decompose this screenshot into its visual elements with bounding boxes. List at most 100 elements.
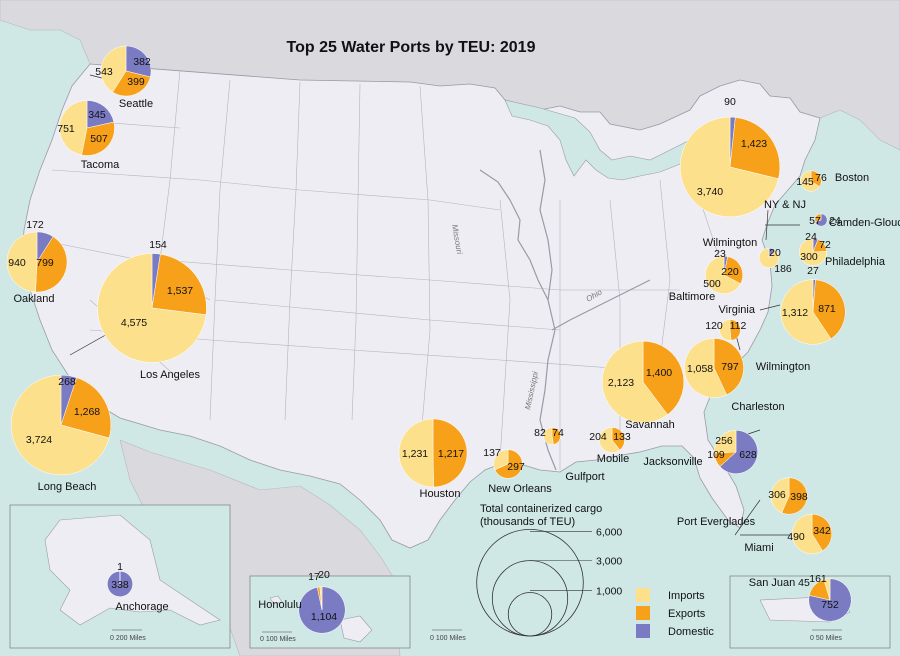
exports-slice — [432, 418, 468, 488]
port-pie-new-orleans: 137 297 New Orleans — [483, 447, 552, 495]
imports-value-label: 186 — [774, 263, 792, 275]
port-name-label: Philadelphia — [825, 256, 886, 268]
domestic-value-label: 90 — [724, 96, 736, 108]
mississippi-river — [539, 149, 557, 471]
domestic-swatch — [636, 624, 650, 638]
imports-slice — [714, 430, 737, 454]
imports-value-label: 2,123 — [608, 377, 634, 389]
port-pie-gulfport: 82 74 Gulfport — [534, 427, 604, 483]
exports-value-label: 133 — [613, 431, 631, 443]
domestic-value-label: 57 — [809, 215, 821, 227]
port-name-label: Charleston — [731, 401, 784, 413]
scale-alaska: 0 200 Miles — [110, 635, 146, 642]
color-legend: Imports Exports Domestic — [636, 588, 714, 638]
domestic-value-label: 172 — [26, 219, 44, 231]
imports-slice — [398, 418, 434, 488]
port-name-label: Wilmington — [756, 361, 810, 373]
domestic-value-label: 27 — [807, 265, 819, 277]
port-pie-savannah: 2,123 1,400 Savannah — [601, 340, 685, 431]
port-name-label: New Orleans — [488, 483, 552, 495]
domestic-slice — [719, 430, 758, 474]
port-name-label: San Juan — [749, 577, 795, 589]
domestic-value-label: 268 — [58, 376, 76, 388]
exports-value-label: 74 — [552, 427, 564, 439]
imports-value-label: 120 — [705, 320, 723, 332]
exports-swatch — [636, 606, 650, 620]
imports-slice — [780, 279, 832, 345]
port-name-label: Los Angeles — [140, 369, 200, 381]
missouri-river — [479, 169, 549, 301]
exports-slice — [810, 170, 822, 188]
port-pie-wilmington: 186 20 Wilmington — [703, 237, 792, 275]
exports-value-label: 1,537 — [167, 285, 193, 297]
exports-value-label: 1,423 — [741, 138, 767, 150]
size-legend-label: 1,000 — [596, 585, 622, 597]
port-name-label: Long Beach — [38, 481, 97, 493]
imports-slice — [319, 586, 323, 611]
size-legend-circle — [507, 592, 553, 637]
exports-value-label: 109 — [707, 449, 725, 461]
imports-slice — [791, 513, 823, 555]
imports-value-label: 1,231 — [402, 448, 428, 460]
exports-value-label: 220 — [721, 266, 739, 278]
imports-value-label: 137 — [483, 447, 501, 459]
port-pie-houston: 1,231 1,217 Houston — [398, 418, 468, 500]
exports-value-label: 1,268 — [74, 406, 100, 418]
exports-value-label: 799 — [36, 257, 54, 269]
port-name-label: Port Everglades — [677, 516, 756, 528]
port-name-label: Houston — [420, 488, 461, 500]
imports-slice — [59, 100, 88, 156]
exports-slice — [60, 377, 112, 439]
imports-value-label: 204 — [589, 431, 607, 443]
exports-slice — [112, 70, 151, 97]
us-land — [21, 63, 821, 549]
exports-slice — [713, 338, 744, 396]
port-name-label: Boston — [835, 172, 869, 184]
exports-slice — [151, 253, 207, 316]
imports-value-label: 145 — [796, 176, 814, 188]
imports-slice — [679, 116, 779, 218]
imports-slice — [799, 238, 827, 266]
ohio-river — [551, 279, 651, 331]
exports-value-label: 72 — [819, 239, 831, 251]
port-pie-anchorage: 1 338 Anchorage — [107, 561, 169, 613]
port-name-label: Wilmington — [703, 237, 757, 249]
imports-value-label: 306 — [768, 489, 786, 501]
exports-value-label: 797 — [721, 361, 739, 373]
imports-slice — [493, 449, 509, 471]
port-name-label: Honolulu — [258, 599, 301, 611]
port-pie-wilmington: 120 112 Wilmington — [705, 319, 810, 373]
port-pie-camden-gloucester: 24 57 Camden-Gloucester — [809, 213, 900, 229]
exports-value-label: 507 — [90, 133, 108, 145]
port-pie-jacksonville: 256 109 628 Jacksonville — [643, 430, 758, 474]
exports-value-label: 342 — [813, 525, 831, 537]
port-pie-mobile: 204 133 Mobile — [589, 427, 631, 465]
exports-slice — [781, 477, 808, 515]
imports-value-label: 4,575 — [121, 317, 147, 329]
domestic-value-label: 752 — [821, 599, 839, 611]
legend-imports: Imports — [668, 590, 705, 602]
legend-domestic: Domestic — [668, 626, 714, 638]
exports-value-label: 297 — [507, 461, 525, 473]
size-legend-label: 6,000 — [596, 526, 622, 538]
port-name-label: Camden-Gloucester — [829, 217, 900, 229]
port-name-label: Baltimore — [669, 291, 715, 303]
exports-value-label: 1 — [117, 561, 123, 573]
port-name-label: Oakland — [14, 293, 55, 305]
imports-value-label: 490 — [787, 531, 805, 543]
legend-exports: Exports — [668, 608, 706, 620]
port-pie-port-everglades: 306 398 Port Everglades — [677, 477, 808, 528]
port-pie-san-juan: 45 161 752 San Juan — [749, 573, 852, 622]
size-legend-title-1: Total containerized cargo — [480, 503, 602, 515]
exports-slice — [812, 279, 846, 340]
imports-value-label: 1,312 — [782, 307, 808, 319]
imports-slice — [823, 578, 831, 601]
imports-swatch — [636, 588, 650, 602]
port-pie-virginia: 1,312 871 27 Virginia — [719, 265, 846, 345]
exports-slice — [814, 213, 822, 223]
